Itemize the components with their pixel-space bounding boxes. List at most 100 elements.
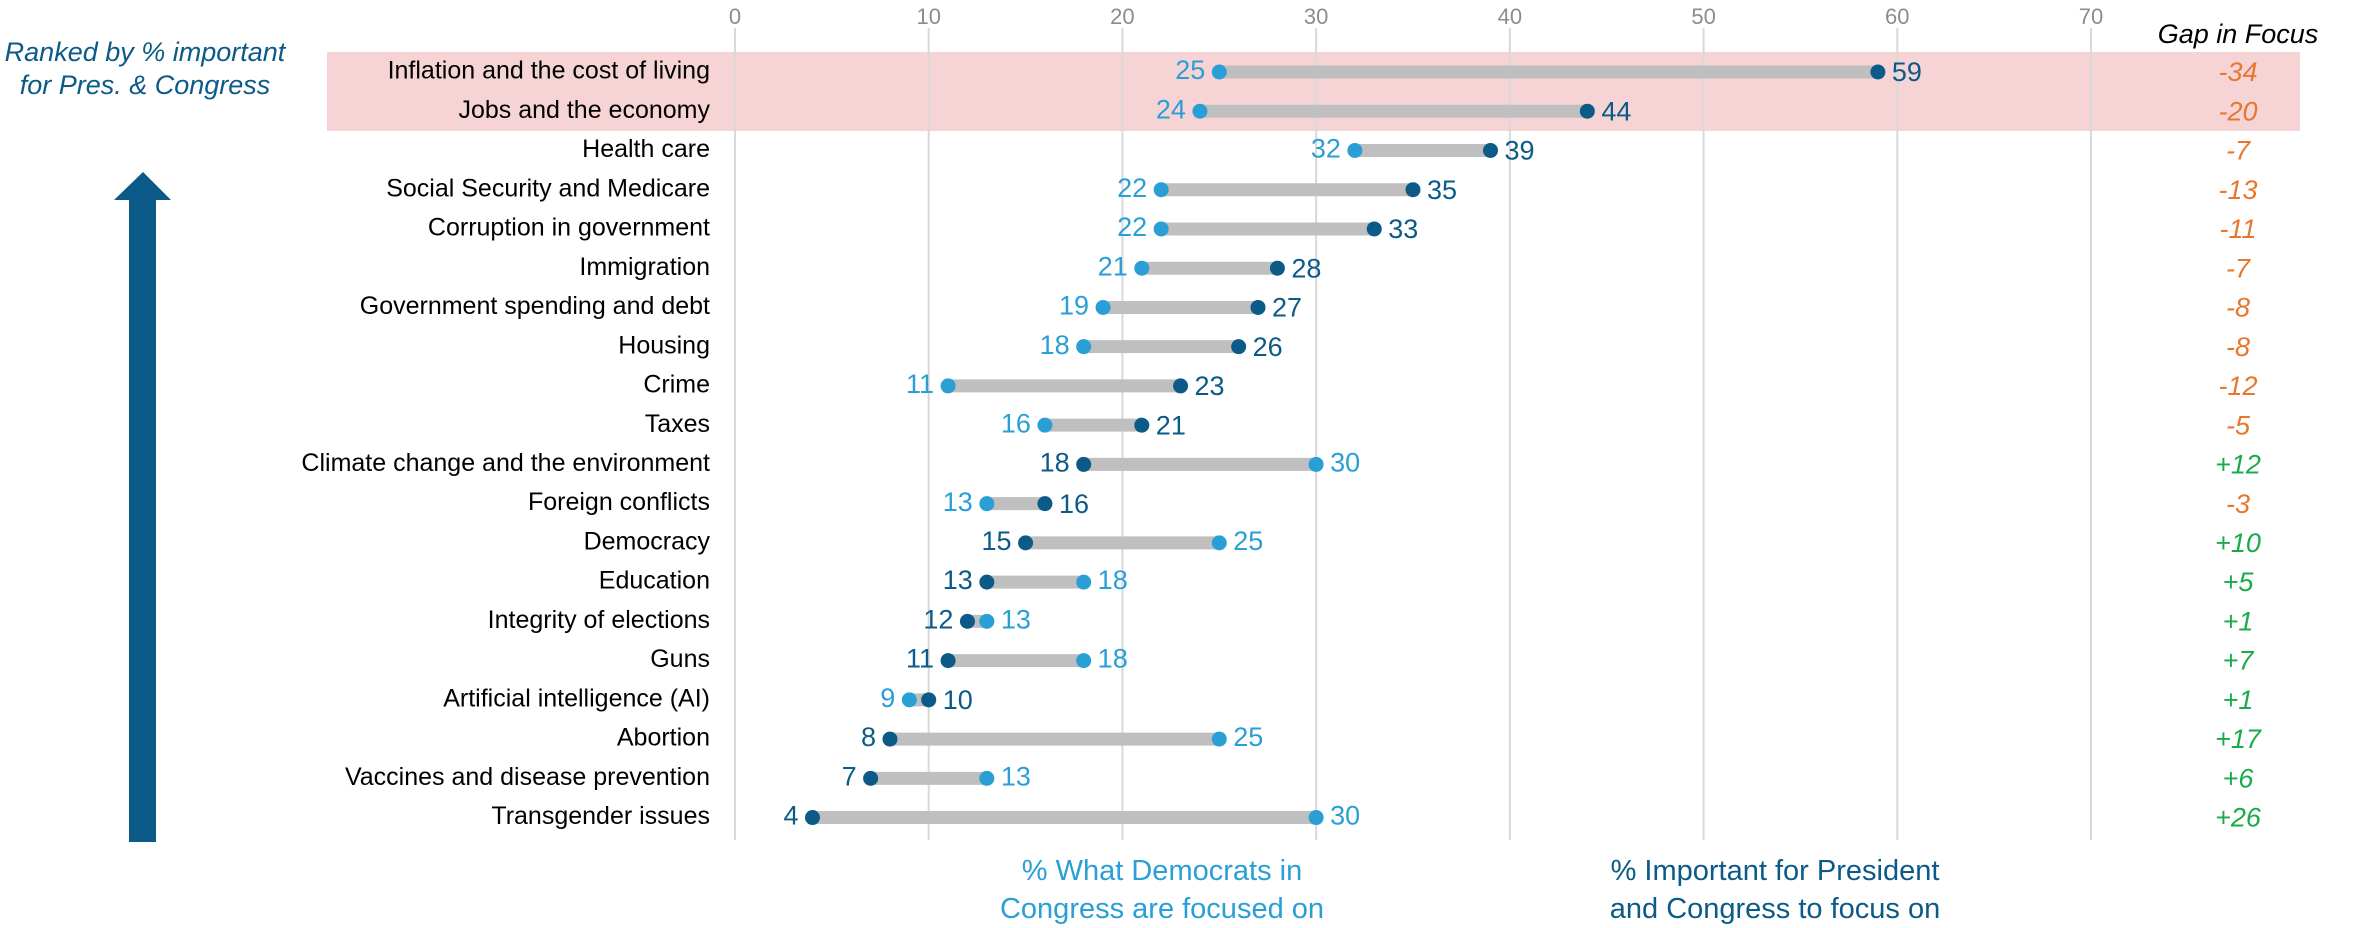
gap-value: -5 [2226,410,2251,440]
gap-value: +1 [2223,685,2254,715]
dot [921,692,937,708]
gap-header: Gap in Focus [2158,19,2319,49]
value-label: 30 [1330,448,1360,478]
gap-value: -7 [2226,253,2251,283]
category-label: Social Security and Medicare [386,174,710,202]
legend-entry: % What Democrats in Congress are focused… [999,855,1325,925]
dot [979,574,995,590]
gap-value: +6 [2223,763,2255,793]
value-label: 23 [1195,371,1225,401]
rank-arrow [114,172,171,842]
dot [1269,260,1285,276]
value-label: 18 [1040,330,1070,360]
category-label: Integrity of elections [488,606,710,634]
value-label: 33 [1388,214,1418,244]
value-label: 13 [943,565,973,595]
gap-value: -34 [2218,57,2257,87]
value-label: 8 [861,722,876,752]
dot [1308,810,1324,826]
value-label: 18 [1040,448,1070,478]
value-label: 4 [783,801,798,831]
gap-value: +17 [2215,724,2262,754]
dot [1018,535,1034,551]
gap-value: +12 [2215,450,2261,480]
value-label: 13 [943,487,973,517]
dot [1076,653,1092,669]
value-label: 44 [1601,96,1631,126]
dot [1211,64,1227,80]
gap-value: -7 [2226,136,2251,166]
dot [1076,456,1092,472]
dot [863,770,879,786]
x-tick-label: 30 [1304,4,1328,29]
value-label: 25 [1233,722,1263,752]
dot [1134,417,1150,433]
category-label: Vaccines and disease prevention [345,763,710,791]
value-label: 26 [1253,332,1283,362]
value-label: 13 [1001,604,1031,634]
x-tick-label: 50 [1691,4,1715,29]
gap-value: -20 [2218,96,2257,126]
dot [1231,339,1247,355]
value-label: 16 [1001,408,1031,438]
category-label: Housing [618,331,710,359]
dot [1037,496,1053,512]
category-label: Government spending and debt [360,292,710,320]
dot [940,653,956,669]
gap-value: -3 [2226,489,2250,519]
gap-value: -12 [2218,371,2257,401]
value-label: 18 [1098,565,1128,595]
dot [882,731,898,747]
dot [901,692,917,708]
x-tick-label: 10 [916,4,940,29]
gap-value: -8 [2226,293,2250,323]
dot [979,770,995,786]
value-label: 25 [1175,55,1205,85]
dot [1037,417,1053,433]
category-label: Artificial intelligence (AI) [443,684,710,712]
dot [1173,378,1189,394]
dot [804,810,820,826]
highlight-band [327,52,2300,131]
category-label: Guns [650,645,710,673]
value-label: 9 [880,683,895,713]
value-label: 11 [906,644,934,674]
x-tick-label: 60 [1885,4,1909,29]
gap-value: +5 [2223,567,2255,597]
value-label: 7 [842,761,857,791]
dot [1076,574,1092,590]
category-label: Climate change and the environment [301,449,710,477]
dot [1192,103,1208,119]
dot [1153,182,1169,198]
value-label: 22 [1117,173,1147,203]
category-label: Taxes [645,410,710,438]
dot [1870,64,1886,80]
dot [1153,221,1169,237]
category-label: Inflation and the cost of living [388,57,710,85]
dot [1308,456,1324,472]
dot [979,496,995,512]
dot [1579,103,1595,119]
value-label: 21 [1156,410,1186,440]
x-tick-label: 40 [1498,4,1522,29]
x-tick-label: 0 [729,4,741,29]
value-label: 35 [1427,175,1457,205]
dot [1095,299,1111,315]
value-label: 11 [906,369,934,399]
value-label: 12 [923,604,953,634]
category-label: Health care [582,135,710,163]
gap-value: +7 [2223,646,2255,676]
category-label: Transgender issues [491,802,710,830]
gap-value: -8 [2226,332,2250,362]
x-tick-label: 70 [2079,4,2103,29]
category-label: Jobs and the economy [458,96,710,124]
category-label: Education [599,567,710,595]
value-label: 13 [1001,761,1031,791]
dot [940,378,956,394]
value-label: 16 [1059,489,1089,519]
value-label: 39 [1504,136,1534,166]
value-label: 15 [982,526,1012,556]
value-label: 27 [1272,293,1302,323]
